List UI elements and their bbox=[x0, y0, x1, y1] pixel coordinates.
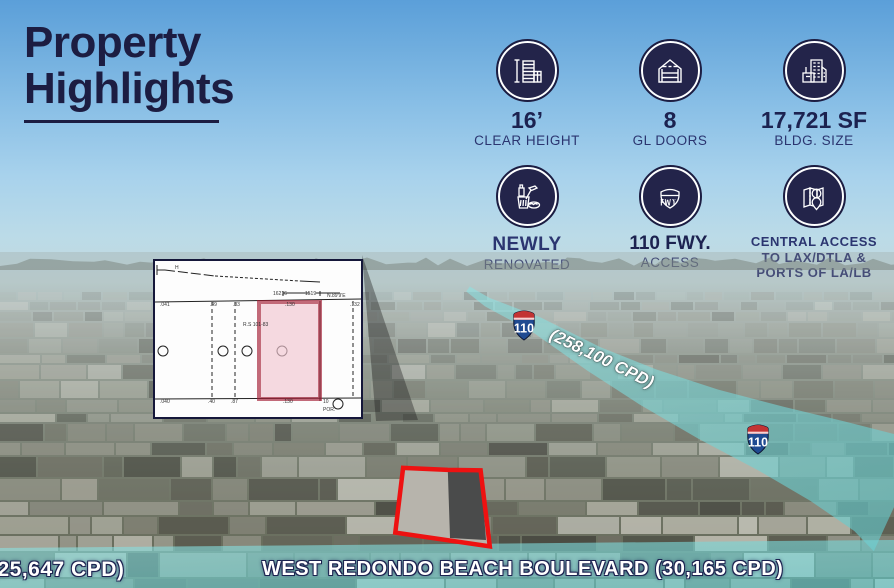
svg-text:.87: .87 bbox=[231, 399, 238, 405]
svg-text:.83: .83 bbox=[233, 302, 240, 308]
svg-text:POR.: POR. bbox=[323, 407, 335, 413]
svg-text:H: H bbox=[175, 265, 179, 271]
svg-text:.49: .49 bbox=[210, 302, 217, 308]
svg-text:.040: .040 bbox=[160, 399, 170, 405]
svg-text:16216: 16216 bbox=[273, 291, 287, 297]
svg-text:.40: .40 bbox=[208, 399, 215, 405]
svg-text:.132: .132 bbox=[350, 302, 360, 308]
svg-text:.130: .130 bbox=[285, 302, 295, 308]
svg-text:R.S 101-83: R.S 101-83 bbox=[243, 322, 269, 328]
svg-text:1519: 1519 bbox=[305, 291, 316, 297]
svg-text:N.89'9'E: N.89'9'E bbox=[327, 293, 346, 299]
svg-text:.041: .041 bbox=[160, 302, 170, 308]
svg-text:.130: .130 bbox=[283, 399, 293, 405]
svg-text:10: 10 bbox=[323, 399, 329, 405]
